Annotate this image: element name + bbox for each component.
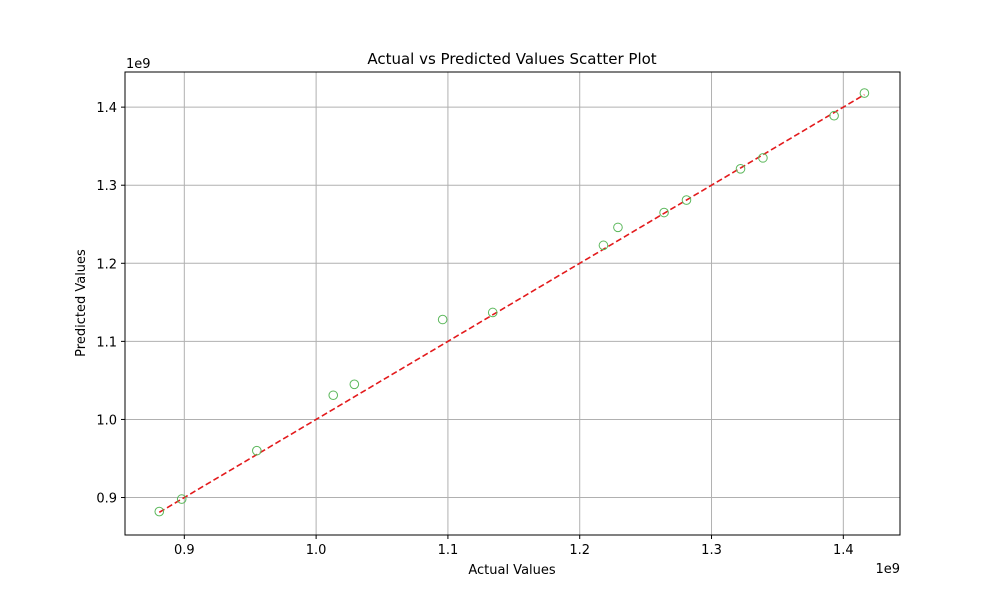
x-tick-label: 1.0 (306, 543, 327, 558)
y-tick-label: 1.3 (96, 179, 117, 194)
data-point (176, 494, 187, 504)
y-tick-label: 1.2 (96, 257, 117, 272)
data-points (154, 88, 870, 517)
x-tick-label: 1.3 (701, 543, 722, 558)
data-point (154, 506, 165, 517)
x-tick-label: 0.9 (174, 543, 195, 558)
x-axis-label: Actual Values (468, 563, 556, 578)
data-point (349, 379, 360, 390)
y-axis-label: Predicted Values (74, 249, 89, 357)
plot-area-frame (124, 71, 901, 536)
grid-lines (125, 72, 900, 535)
data-point (613, 222, 623, 233)
reference-line (158, 93, 865, 514)
data-point (859, 88, 870, 98)
data-point (598, 240, 609, 251)
y-tick-label: 0.9 (96, 492, 117, 507)
x-tick-label: 1.2 (569, 543, 590, 558)
data-point (829, 110, 839, 121)
data-point (681, 195, 692, 205)
y-tick-label: 1.4 (96, 101, 117, 116)
reference-line-group (158, 93, 865, 514)
chart-title: Actual vs Predicted Values Scatter Plot (367, 50, 656, 68)
data-point (487, 307, 498, 318)
y-tick-label: 1.0 (96, 413, 117, 428)
data-point (758, 153, 768, 163)
y-axis-offset-label: 1e9 (126, 57, 151, 72)
x-tick-label: 1.1 (438, 543, 459, 558)
x-axis-offset-label: 1e9 (875, 562, 900, 577)
x-tick-label: 1.4 (833, 543, 854, 558)
data-point (659, 207, 669, 218)
y-tick-label: 1.1 (96, 335, 117, 350)
data-point (252, 445, 262, 456)
data-point (437, 314, 448, 325)
y-axis-ticks: 0.9 1.0 1.1 1.2 1.3 1.4 (96, 101, 125, 507)
data-point (328, 390, 339, 401)
x-axis-ticks: 0.9 1.0 1.1 1.2 1.3 1.4 (174, 535, 854, 558)
data-point (735, 164, 746, 174)
